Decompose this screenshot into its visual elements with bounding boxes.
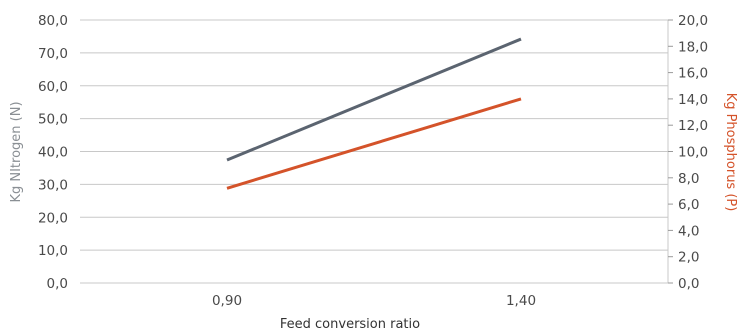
left-tick-label: 10,0: [38, 243, 68, 259]
series-line: [226, 97, 522, 190]
right-tick-label: 16,0: [678, 66, 708, 82]
x-axis-ticks: 0,90 1,40: [212, 293, 536, 309]
right-tick-label: 14,0: [678, 92, 708, 108]
left-tick-label: 20,0: [38, 210, 68, 226]
series-line: [226, 37, 522, 162]
right-tick-label: 0,0: [678, 276, 699, 292]
right-tick-label: 12,0: [678, 118, 708, 134]
left-tick-label: 80,0: [38, 13, 68, 29]
x-tick-label: 1,40: [506, 293, 536, 309]
right-axis-ticks: 0,0 2,0 4,0 6,0 8,0 10,0 12,0 14,0 16,0 18,0 20,0: [668, 13, 708, 292]
series-lines: [226, 37, 522, 190]
left-axis-title: Kg NItrogen (N): [9, 101, 24, 202]
right-tick-label: 8,0: [678, 171, 699, 187]
left-tick-label: 0,0: [47, 276, 68, 292]
right-tick-label: 10,0: [678, 145, 708, 161]
left-tick-label: 70,0: [38, 46, 68, 62]
right-tick-label: 18,0: [678, 39, 708, 55]
x-axis-title: Feed conversion ratio: [280, 317, 420, 332]
left-tick-label: 30,0: [38, 177, 68, 193]
right-tick-label: 20,0: [678, 13, 708, 29]
left-tick-label: 40,0: [38, 145, 68, 161]
left-axis-ticks: 0,0 10,0 20,0 30,0 40,0 50,0 60,0 70,0 80,0: [38, 13, 68, 292]
right-tick-label: 4,0: [678, 223, 699, 239]
gridlines: [80, 19, 669, 284]
left-tick-label: 60,0: [38, 79, 68, 95]
right-tick-label: 6,0: [678, 197, 699, 213]
left-tick-label: 50,0: [38, 112, 68, 128]
right-tick-label: 2,0: [678, 250, 699, 266]
x-tick-label: 0,90: [212, 293, 242, 309]
right-axis-title: Kg Phosphorus (P): [723, 93, 738, 212]
